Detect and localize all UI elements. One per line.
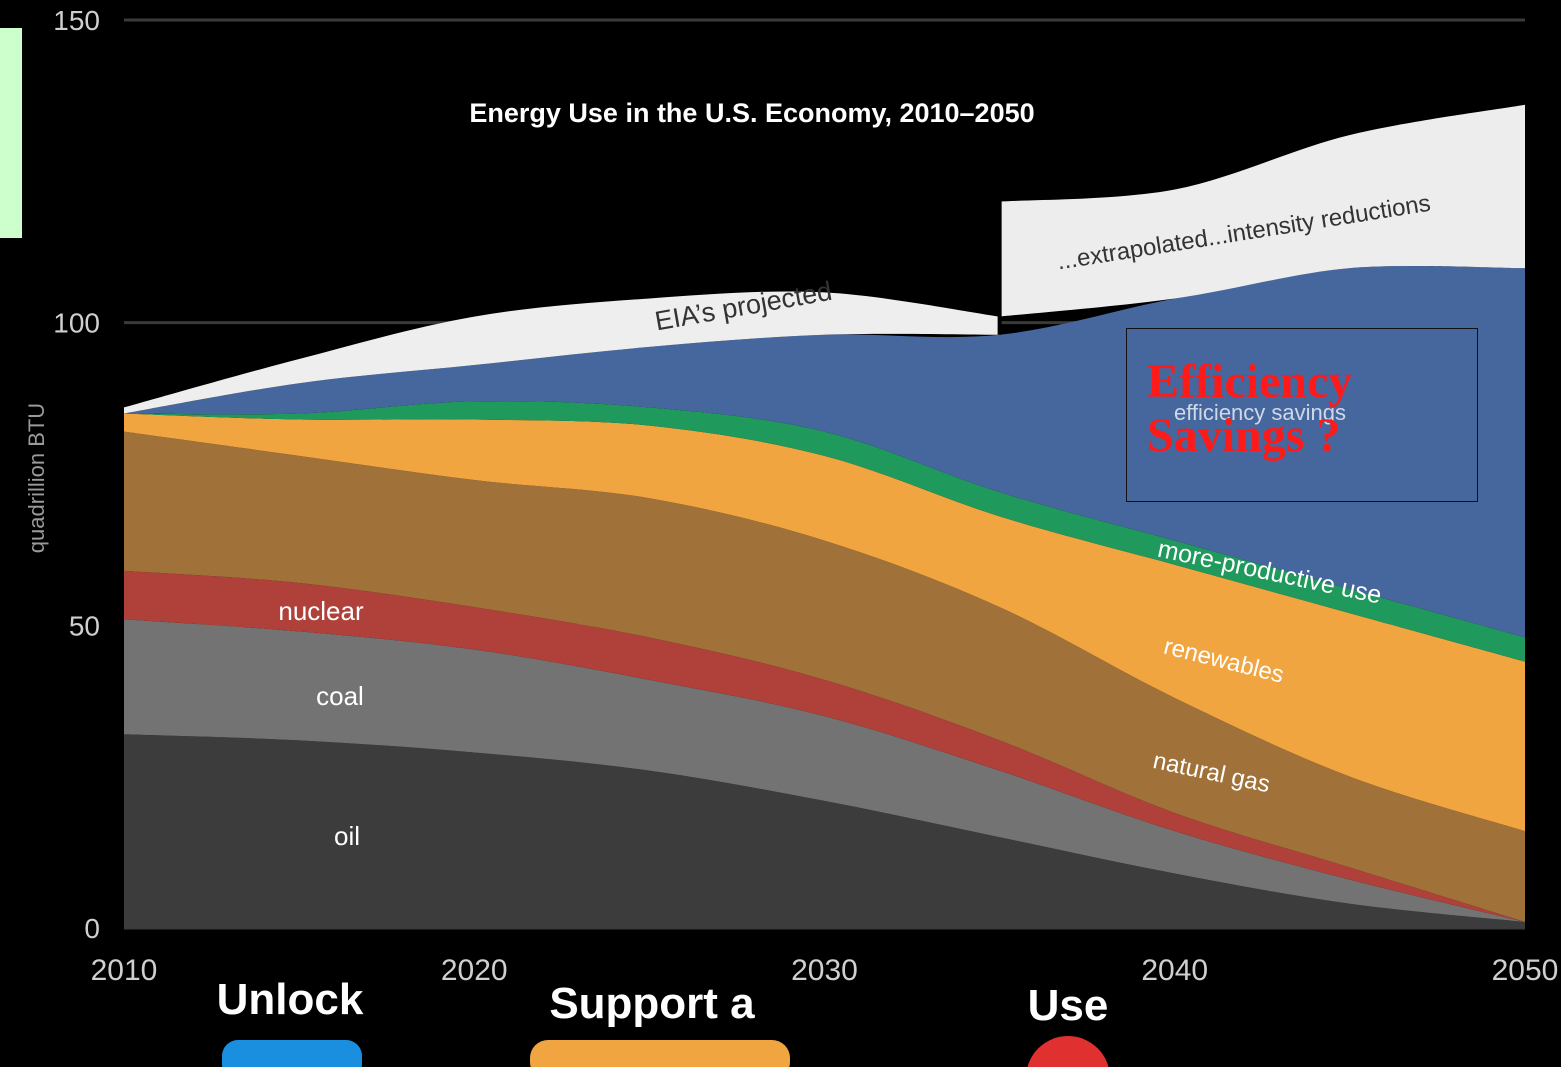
footer-word: Use [1028,981,1109,1030]
area-extrapolated-intensity-reductions [999,104,1525,317]
area-oil [124,734,1525,928]
y-tick-label: 0 [84,913,100,944]
area-coal [124,619,1525,922]
area-series [124,104,1525,928]
x-tick-label: 2050 [1492,954,1559,987]
area-label: coal [316,681,364,711]
x-tick-label: 2040 [1141,954,1208,987]
area-label: nuclear [278,596,364,626]
area-eia-s-projected [124,291,1000,414]
area-nuclear [124,570,1525,922]
x-tick-label: 2020 [441,954,508,987]
area-natural-gas [124,431,1525,922]
footer-word: Unlock [217,975,364,1024]
y-tick-label: 150 [53,5,100,36]
footer-words: Unlock Support a Use [217,975,1109,1067]
x-tick-label: 2010 [91,954,158,987]
area-efficiency-savings [124,265,1525,638]
x-tick-label: 2030 [791,954,858,987]
y-tick-label: 100 [53,308,100,339]
area-renewables [124,413,1525,832]
y-tick-label: 50 [69,610,100,641]
area-more-productive-use [124,401,1525,662]
footer-word: Support a [549,979,755,1028]
footer-red-shape [1027,1036,1109,1067]
area-label: oil [334,821,360,851]
area-label: efficiency savings [1174,400,1346,425]
chart-title: Energy Use in the U.S. Economy, 2010–205… [469,98,1034,128]
y-axis-ticks: 0 50 100 150 [53,5,100,944]
footer-orange-shape [530,1040,790,1067]
side-green-panel [0,28,22,238]
y-axis-label: quadrillion BTU [24,403,49,553]
footer-blue-shape [222,1040,362,1067]
x-axis-ticks: 2010 2020 2030 2040 2050 [91,954,1559,987]
